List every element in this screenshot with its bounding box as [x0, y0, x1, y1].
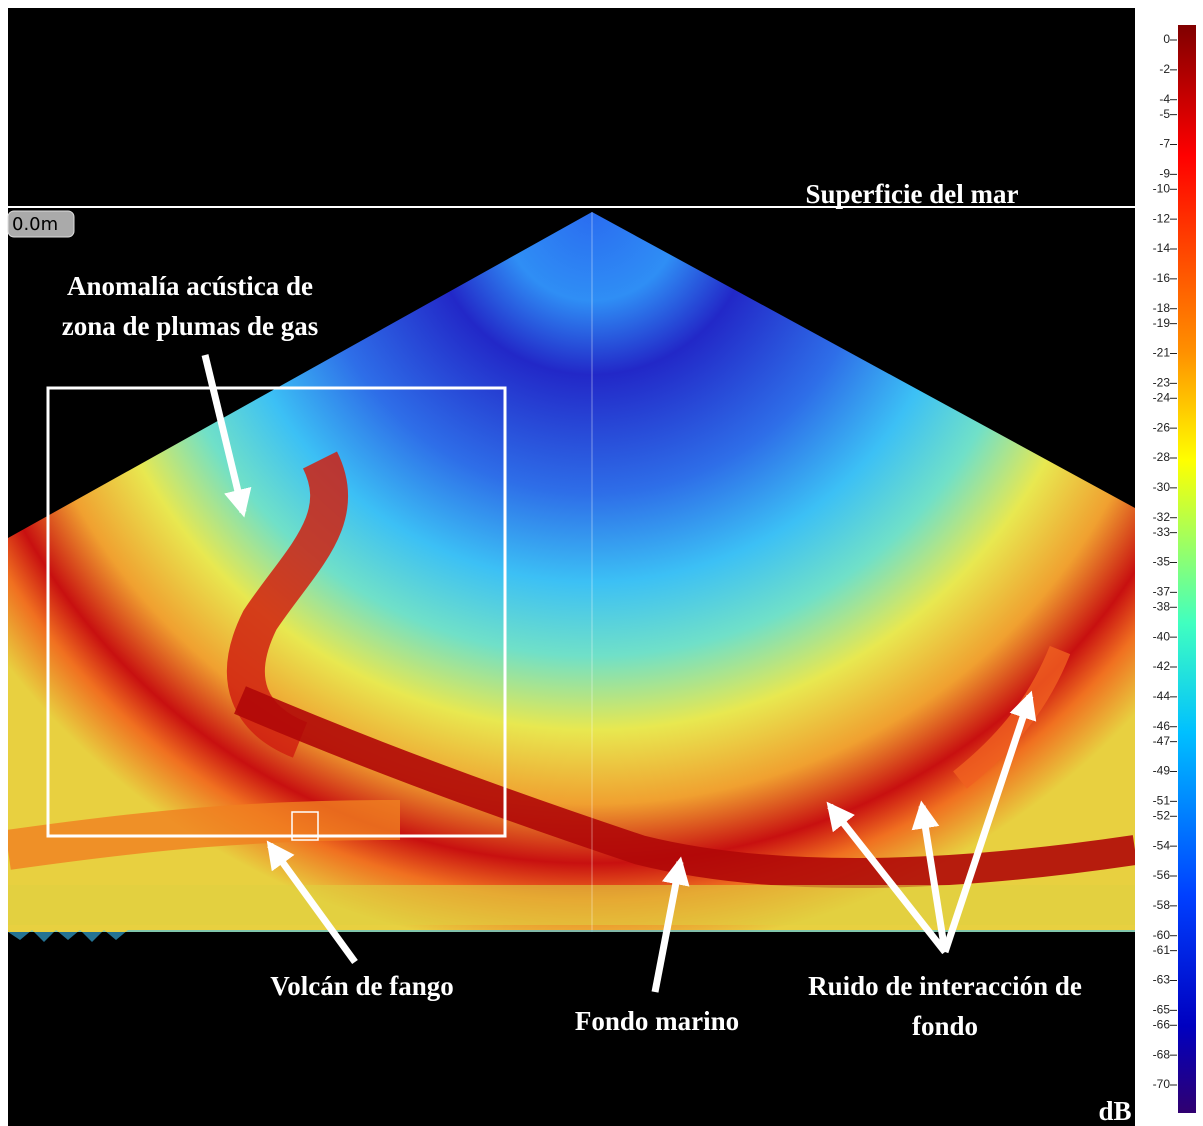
colorbar-tick-label: -65 [1153, 1003, 1171, 1017]
colorbar-tick-label: -14 [1153, 241, 1171, 255]
surface-label: Superficie del mar [806, 179, 1019, 209]
colorbar-tick-label: -12 [1153, 211, 1171, 225]
colorbar-tick-label: -10 [1153, 181, 1171, 195]
small-box [291, 811, 319, 841]
colorbar-tick-label: -66 [1153, 1017, 1171, 1031]
colorbar-tick-label: -49 [1153, 764, 1171, 778]
colorbar-tick-label: -37 [1153, 585, 1171, 599]
colorbar-tick-label: -60 [1153, 928, 1171, 942]
highlight-box [46, 386, 507, 838]
colorbar-tick-label: 0 [1163, 32, 1170, 46]
colorbar-tick-label: -28 [1153, 450, 1171, 464]
colorbar-tick-label: -33 [1153, 525, 1171, 539]
colorbar-tick-label: -68 [1153, 1047, 1171, 1061]
colorbar-tick-label: -30 [1153, 480, 1171, 494]
colorbar-tick-label: -32 [1153, 510, 1171, 524]
colorbar-tick-label: -51 [1153, 794, 1171, 808]
colorbar-tick-label: -19 [1153, 316, 1171, 330]
annotation: zona de plumas de gas [62, 311, 319, 341]
colorbar-tick-label: -7 [1159, 137, 1170, 151]
colorbar-tick-label: -5 [1159, 107, 1170, 121]
colorbar-tick-label: -16 [1153, 271, 1171, 285]
colorbar-tick-label: -63 [1153, 973, 1171, 987]
annotation: fondo [912, 1011, 978, 1041]
colorbar-tick-label: -38 [1153, 599, 1171, 613]
colorbar-tick-label: -2 [1159, 62, 1170, 76]
arrows [201, 354, 1037, 993]
colorbar-tick-label: -26 [1153, 420, 1171, 434]
colorbar-tick-label: -56 [1153, 868, 1171, 882]
colorbar-tick-label: -54 [1153, 838, 1171, 852]
colorbar-tick-label: -23 [1153, 376, 1171, 390]
colorbar-tick-label: -70 [1153, 1077, 1171, 1091]
annotation: Fondo marino [575, 1006, 739, 1036]
colorbar-tick-label: -58 [1153, 898, 1171, 912]
colorbar-unit: dB [1098, 1096, 1131, 1126]
colorbar-tick-label: -21 [1153, 346, 1171, 360]
annotation: Anomalía acústica de [67, 271, 313, 301]
colorbar-tick-label: -42 [1153, 659, 1171, 673]
colorbar-tick-label: -4 [1159, 92, 1170, 106]
colorbar-tick-label: -52 [1153, 808, 1171, 822]
colorbar-tick-label: -40 [1153, 629, 1171, 643]
depth-label: 0.0m [12, 214, 58, 235]
colorbar [1178, 25, 1196, 1113]
colorbar-tick-label: -9 [1159, 167, 1170, 181]
colorbar-tick-label: -47 [1153, 734, 1171, 748]
colorbar-tick-label: -44 [1153, 689, 1171, 703]
annotation: Ruido de interacción de [808, 971, 1082, 1001]
jagged-edge [8, 930, 1135, 942]
depth-badge [7, 210, 75, 238]
colorbar-tick-label: -46 [1153, 719, 1171, 733]
colorbar-tick-label: -18 [1153, 301, 1171, 315]
annotation: Volcán de fango [270, 971, 454, 1001]
colorbar-tick-label: -61 [1153, 943, 1171, 957]
colorbar-tick-label: -24 [1153, 390, 1171, 404]
colorbar-tick-label: -35 [1153, 555, 1171, 569]
